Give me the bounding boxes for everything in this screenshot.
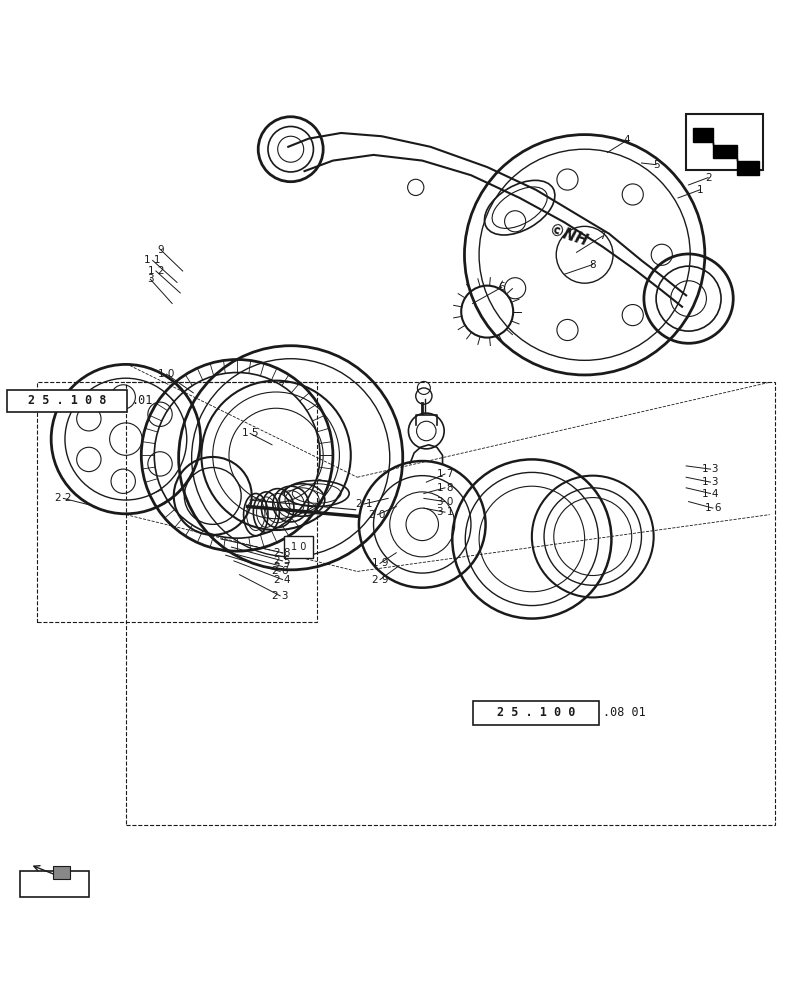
Text: 7: 7 <box>599 231 605 241</box>
Text: 3 1: 3 1 <box>436 507 453 517</box>
Text: 1 3: 1 3 <box>702 477 718 487</box>
Text: 1 8: 1 8 <box>436 483 453 493</box>
Bar <box>284 536 313 558</box>
Text: 2 8: 2 8 <box>274 548 290 558</box>
Text: 2 6: 2 6 <box>272 566 288 576</box>
Text: 4: 4 <box>623 135 629 145</box>
Text: 2 4: 2 4 <box>274 575 290 585</box>
Bar <box>36 382 316 622</box>
Polygon shape <box>692 128 758 175</box>
Text: 1 4: 1 4 <box>702 489 718 499</box>
Text: 1 0: 1 0 <box>291 542 306 552</box>
Text: .01: .01 <box>131 394 152 407</box>
Text: .08 01: .08 01 <box>602 706 645 719</box>
Text: 2 7: 2 7 <box>274 562 290 572</box>
Text: 3 0: 3 0 <box>436 497 453 507</box>
FancyBboxPatch shape <box>7 390 127 412</box>
Text: 8: 8 <box>589 260 595 270</box>
Text: 3: 3 <box>147 274 153 284</box>
Text: 1 2: 1 2 <box>148 266 164 276</box>
Text: 1 9: 1 9 <box>371 558 388 568</box>
Text: 1 6: 1 6 <box>704 503 720 513</box>
FancyBboxPatch shape <box>472 701 599 725</box>
Text: 1: 1 <box>696 185 702 195</box>
Text: 6: 6 <box>498 282 504 292</box>
Bar <box>53 866 71 879</box>
Text: 2 3: 2 3 <box>272 591 288 601</box>
FancyBboxPatch shape <box>685 114 762 170</box>
Bar <box>126 382 775 825</box>
Text: 2: 2 <box>704 173 710 183</box>
Text: 1 7: 1 7 <box>436 469 453 479</box>
Text: 5: 5 <box>652 160 659 170</box>
Text: 2 9: 2 9 <box>371 575 388 585</box>
Text: 9: 9 <box>157 245 164 255</box>
Text: 2 2: 2 2 <box>55 493 71 503</box>
Text: 1 1: 1 1 <box>144 255 161 265</box>
Text: 1 0: 1 0 <box>158 369 174 379</box>
Text: 2 5 . 1 0 8: 2 5 . 1 0 8 <box>28 394 106 407</box>
Text: ©NH: ©NH <box>546 223 590 250</box>
Text: 1 5: 1 5 <box>242 428 258 438</box>
Text: 2 1: 2 1 <box>355 499 371 509</box>
FancyBboxPatch shape <box>20 871 89 897</box>
Text: 2 0: 2 0 <box>369 510 385 520</box>
Text: 2 5: 2 5 <box>274 556 290 566</box>
Text: 2 5 . 1 0 0: 2 5 . 1 0 0 <box>496 706 574 719</box>
Text: 1 3: 1 3 <box>702 464 718 474</box>
